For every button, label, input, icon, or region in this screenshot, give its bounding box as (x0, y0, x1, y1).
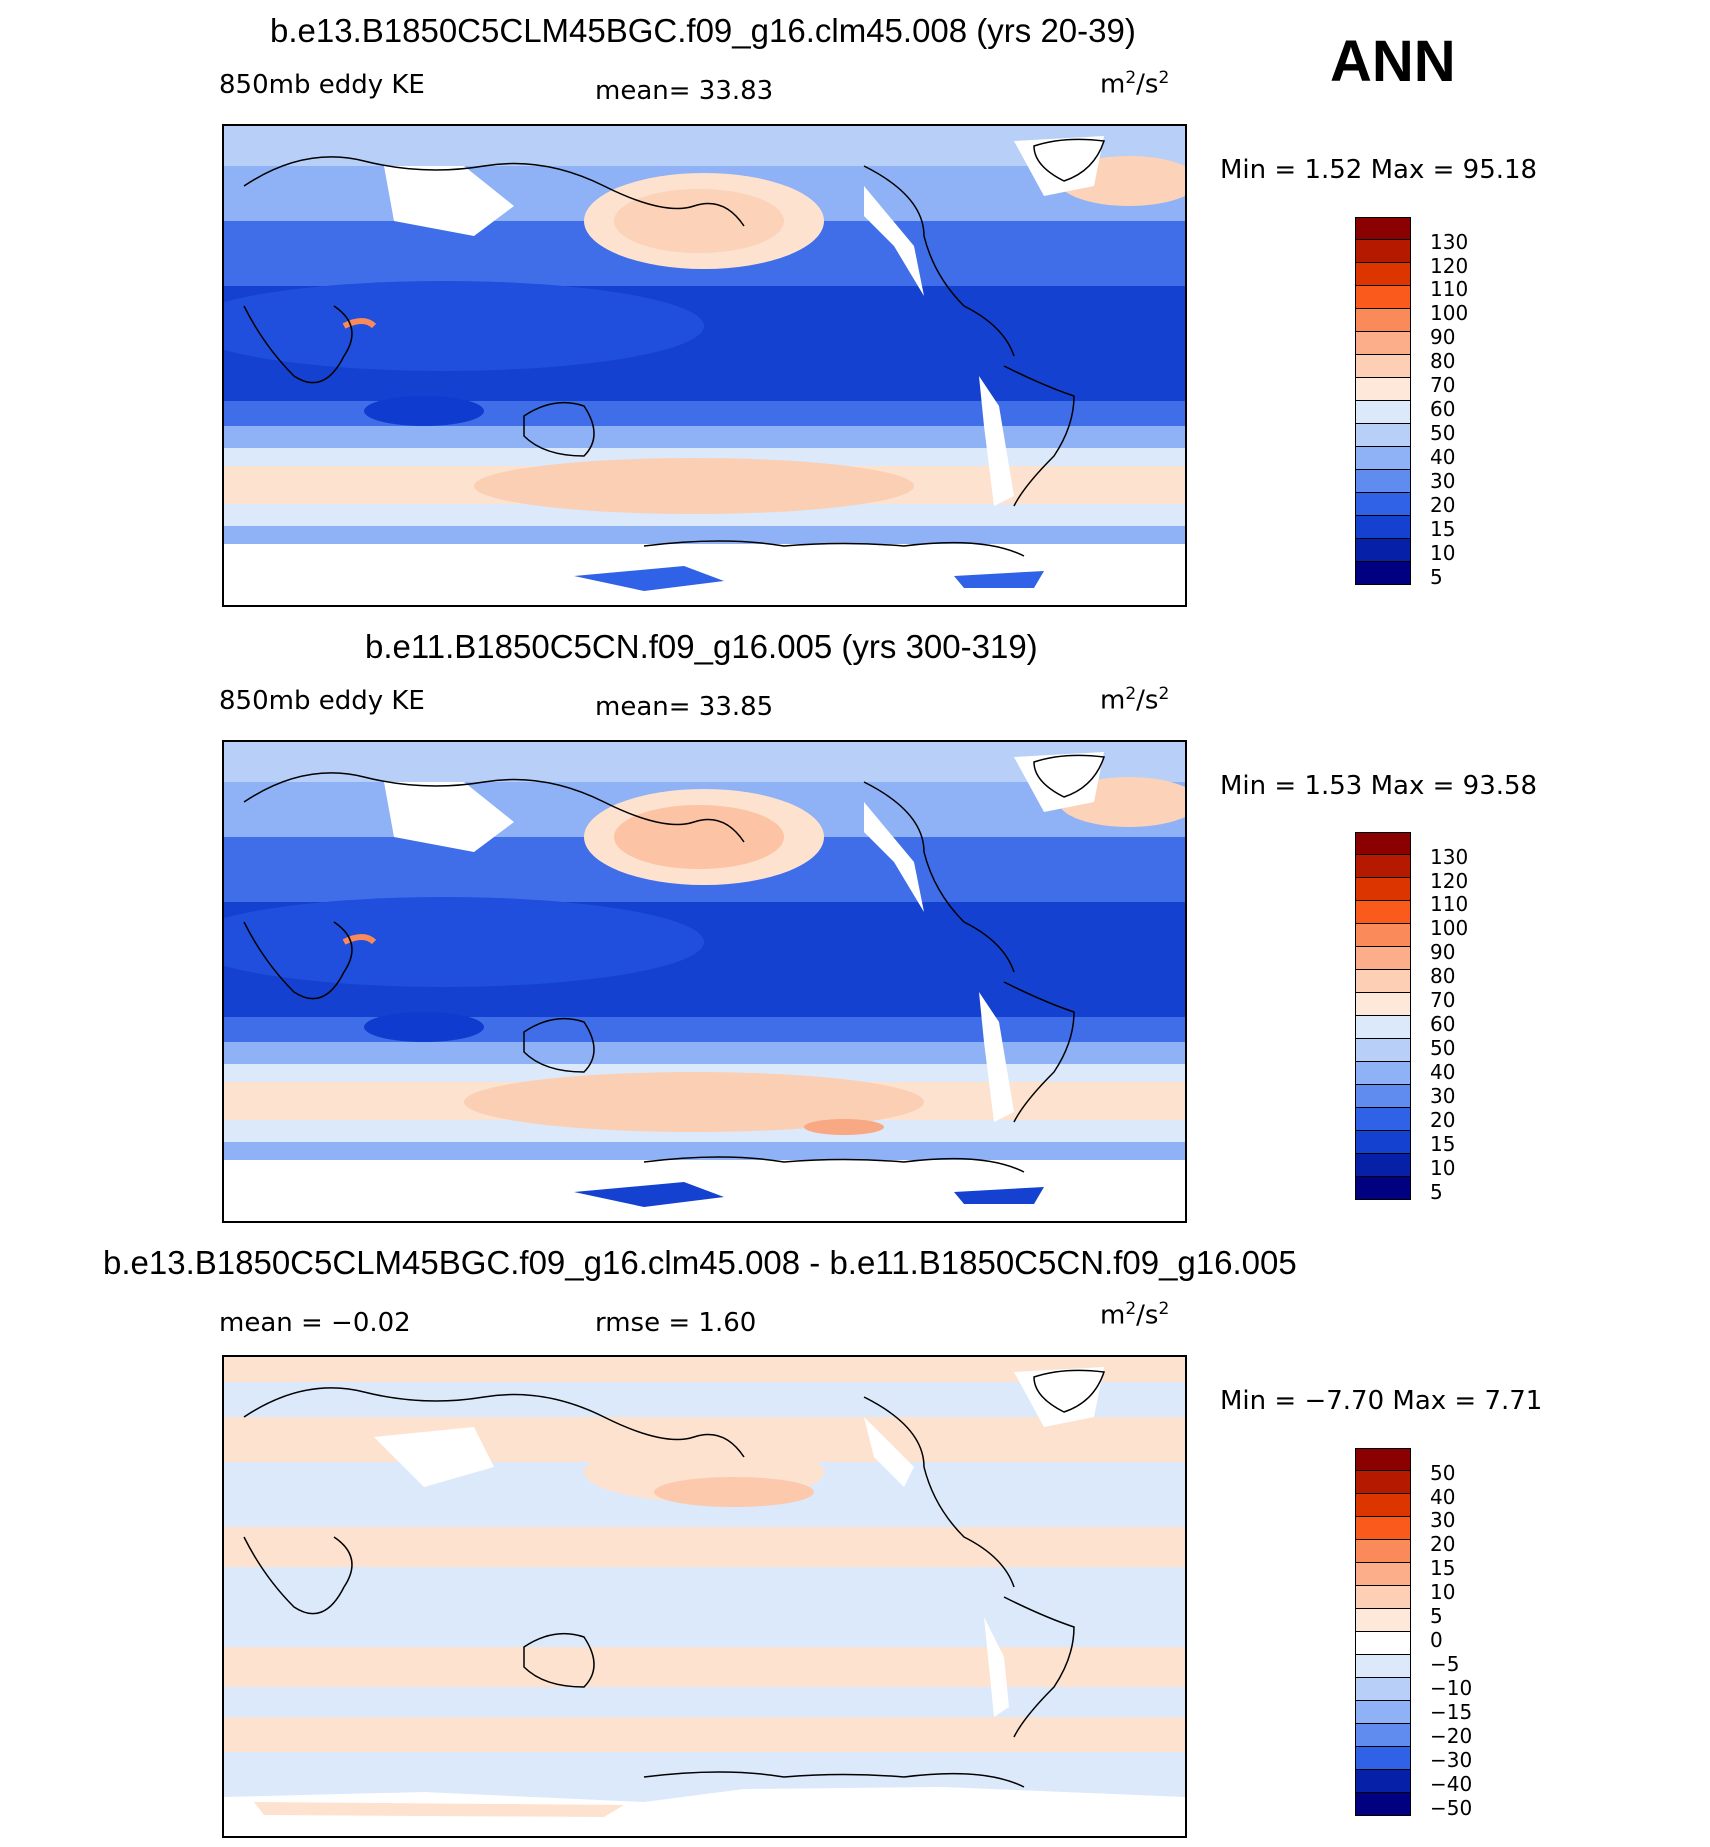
panel-1-cbar-label: 5 (1430, 565, 1443, 589)
panel-2-variable-label: 850mb eddy KE (219, 686, 425, 716)
panel-3-map (222, 1355, 1187, 1838)
panel-2-cbar-label: 90 (1430, 940, 1456, 964)
panel-2-cbar-label: 15 (1430, 1132, 1456, 1156)
panel-1-cbar-label: 30 (1430, 469, 1456, 493)
panel-3-cbar-label: 5 (1430, 1604, 1443, 1628)
panel-3-cbar-label: 30 (1430, 1508, 1456, 1532)
panel-2-cbar-label: 50 (1430, 1036, 1456, 1060)
panel-2-map-field (224, 742, 1185, 1221)
panel-1-cbar-label: 90 (1430, 325, 1456, 349)
panel-2-units: m2/s2 (1100, 684, 1170, 716)
panel-1-variable-label: 850mb eddy KE (219, 70, 425, 100)
panel-2-cbar-label: 80 (1430, 964, 1456, 988)
panel-3-cbar-label: −30 (1430, 1748, 1473, 1772)
panel-2-minmax: Min = 1.53 Max = 93.58 (1220, 771, 1538, 801)
panel-1-minmax: Min = 1.52 Max = 95.18 (1220, 155, 1538, 185)
panel-3-cbar-label: 40 (1430, 1485, 1456, 1509)
season-label: ANN (1330, 29, 1456, 94)
panel-3-cbar-label: −20 (1430, 1724, 1473, 1748)
panel-3-mean-label: mean = −0.02 (219, 1308, 411, 1338)
panel-3-units: m2/s2 (1100, 1299, 1170, 1331)
panel-3-cbar-label: −15 (1430, 1700, 1473, 1724)
panel-2-cbar-label: 5 (1430, 1180, 1443, 1204)
panel-3-map-field (224, 1357, 1185, 1836)
panel-2-cbar-label: 40 (1430, 1060, 1456, 1084)
panel-1-cbar-label: 100 (1430, 301, 1469, 325)
panel-2-cbar-label: 130 (1430, 845, 1469, 869)
panel-1-cbar-label: 130 (1430, 230, 1469, 254)
panel-1-cbar-label: 60 (1430, 397, 1456, 421)
panel-1-cbar-label: 80 (1430, 349, 1456, 373)
panel-3-cbar-label: −40 (1430, 1772, 1473, 1796)
panel-1-cbar-label: 120 (1430, 254, 1469, 278)
panel-2-colorbar (1355, 832, 1411, 1200)
panel-1-map-field (224, 126, 1185, 605)
panel-2-title: b.e11.B1850C5CN.f09_g16.005 (yrs 300-319… (365, 628, 1038, 665)
panel-2-map (222, 740, 1187, 1223)
panel-2-cbar-label: 20 (1430, 1108, 1456, 1132)
panel-3-cbar-label: 10 (1430, 1580, 1456, 1604)
panel-1-units: m2/s2 (1100, 68, 1170, 100)
panel-2-cbar-label: 30 (1430, 1084, 1456, 1108)
panel-1-cbar-label: 110 (1430, 277, 1469, 301)
panel-2-cbar-label: 120 (1430, 869, 1469, 893)
panel-3-cbar-label: 50 (1430, 1461, 1456, 1485)
panel-1-cbar-label: 10 (1430, 541, 1456, 565)
panel-3-cbar-label: 15 (1430, 1556, 1456, 1580)
panel-3-cbar-label: 20 (1430, 1532, 1456, 1556)
panel-1-cbar-label: 50 (1430, 421, 1456, 445)
panel-1-colorbar (1355, 217, 1411, 585)
panel-1-map (222, 124, 1187, 607)
panel-2-mean-label: mean= 33.85 (595, 692, 774, 722)
panel-3-cbar-label: −10 (1430, 1676, 1473, 1700)
panel-1-mean-label: mean= 33.83 (595, 76, 774, 106)
panel-2-cbar-label: 110 (1430, 892, 1469, 916)
panel-3-rmse-label: rmse = 1.60 (595, 1308, 757, 1338)
panel-1-cbar-label: 70 (1430, 373, 1456, 397)
panel-1-cbar-label: 15 (1430, 517, 1456, 541)
panel-2-cbar-label: 100 (1430, 916, 1469, 940)
panel-3-colorbar (1355, 1448, 1411, 1816)
panel-3-cbar-label: 0 (1430, 1628, 1443, 1652)
panel-1-cbar-label: 40 (1430, 445, 1456, 469)
panel-3-title: b.e13.B1850C5CLM45BGC.f09_g16.clm45.008 … (103, 1244, 1297, 1281)
panel-1-title: b.e13.B1850C5CLM45BGC.f09_g16.clm45.008 … (270, 12, 1136, 49)
panel-1-cbar-label: 20 (1430, 493, 1456, 517)
panel-3-minmax: Min = −7.70 Max = 7.71 (1220, 1386, 1543, 1416)
panel-3-cbar-label: −5 (1430, 1652, 1460, 1676)
panel-2-cbar-label: 60 (1430, 1012, 1456, 1036)
panel-3-cbar-label: −50 (1430, 1796, 1473, 1820)
panel-2-cbar-label: 10 (1430, 1156, 1456, 1180)
panel-2-cbar-label: 70 (1430, 988, 1456, 1012)
